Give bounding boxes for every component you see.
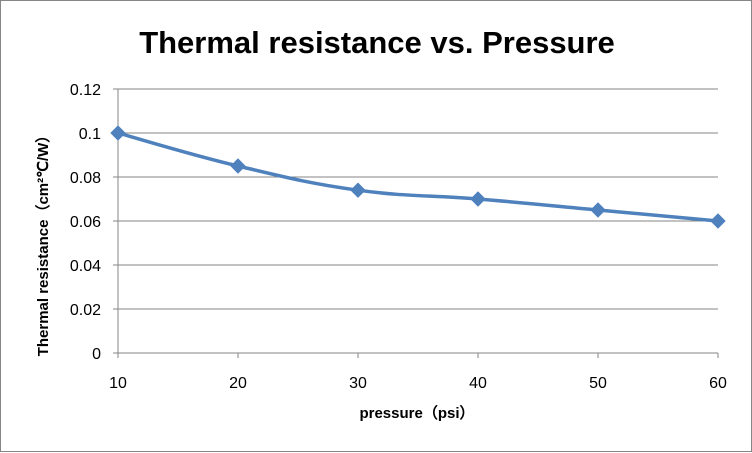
x-tick-labels: 10 20 30 40 50 60 [109,375,727,392]
y-tick-label: 0.1 [79,126,101,143]
series-group [110,125,726,229]
y-tick-label: 0.12 [70,82,101,99]
x-axis-label: pressure（psi） [359,404,474,422]
y-tick-label: 0.06 [70,214,101,231]
grid-lines [118,88,718,310]
data-point-marker [590,202,606,218]
data-point-marker [230,158,246,174]
x-tick-label: 50 [589,375,607,392]
data-point-marker [350,182,366,198]
axes [113,88,719,358]
y-axis-label: Thermal resistance（cm²℃/W） [34,128,52,357]
x-tick-label: 20 [229,375,247,392]
chart-title: Thermal resistance vs. Pressure [139,25,615,60]
y-tick-label: 0.08 [70,170,101,187]
data-point-marker [470,191,486,207]
y-tick-labels: 0 0.02 0.04 0.06 0.08 0.1 0.12 [70,82,101,363]
x-tick-label: 30 [349,375,367,392]
x-tick-label: 40 [469,375,487,392]
y-tick-label: 0 [92,346,101,363]
x-tick-label: 60 [709,375,727,392]
y-tick-label: 0.02 [70,302,101,319]
series-line [117,131,719,223]
data-point-marker [110,125,126,141]
y-tick-label: 0.04 [70,258,101,275]
x-tick-label: 10 [109,375,127,392]
data-point-marker [710,213,726,229]
